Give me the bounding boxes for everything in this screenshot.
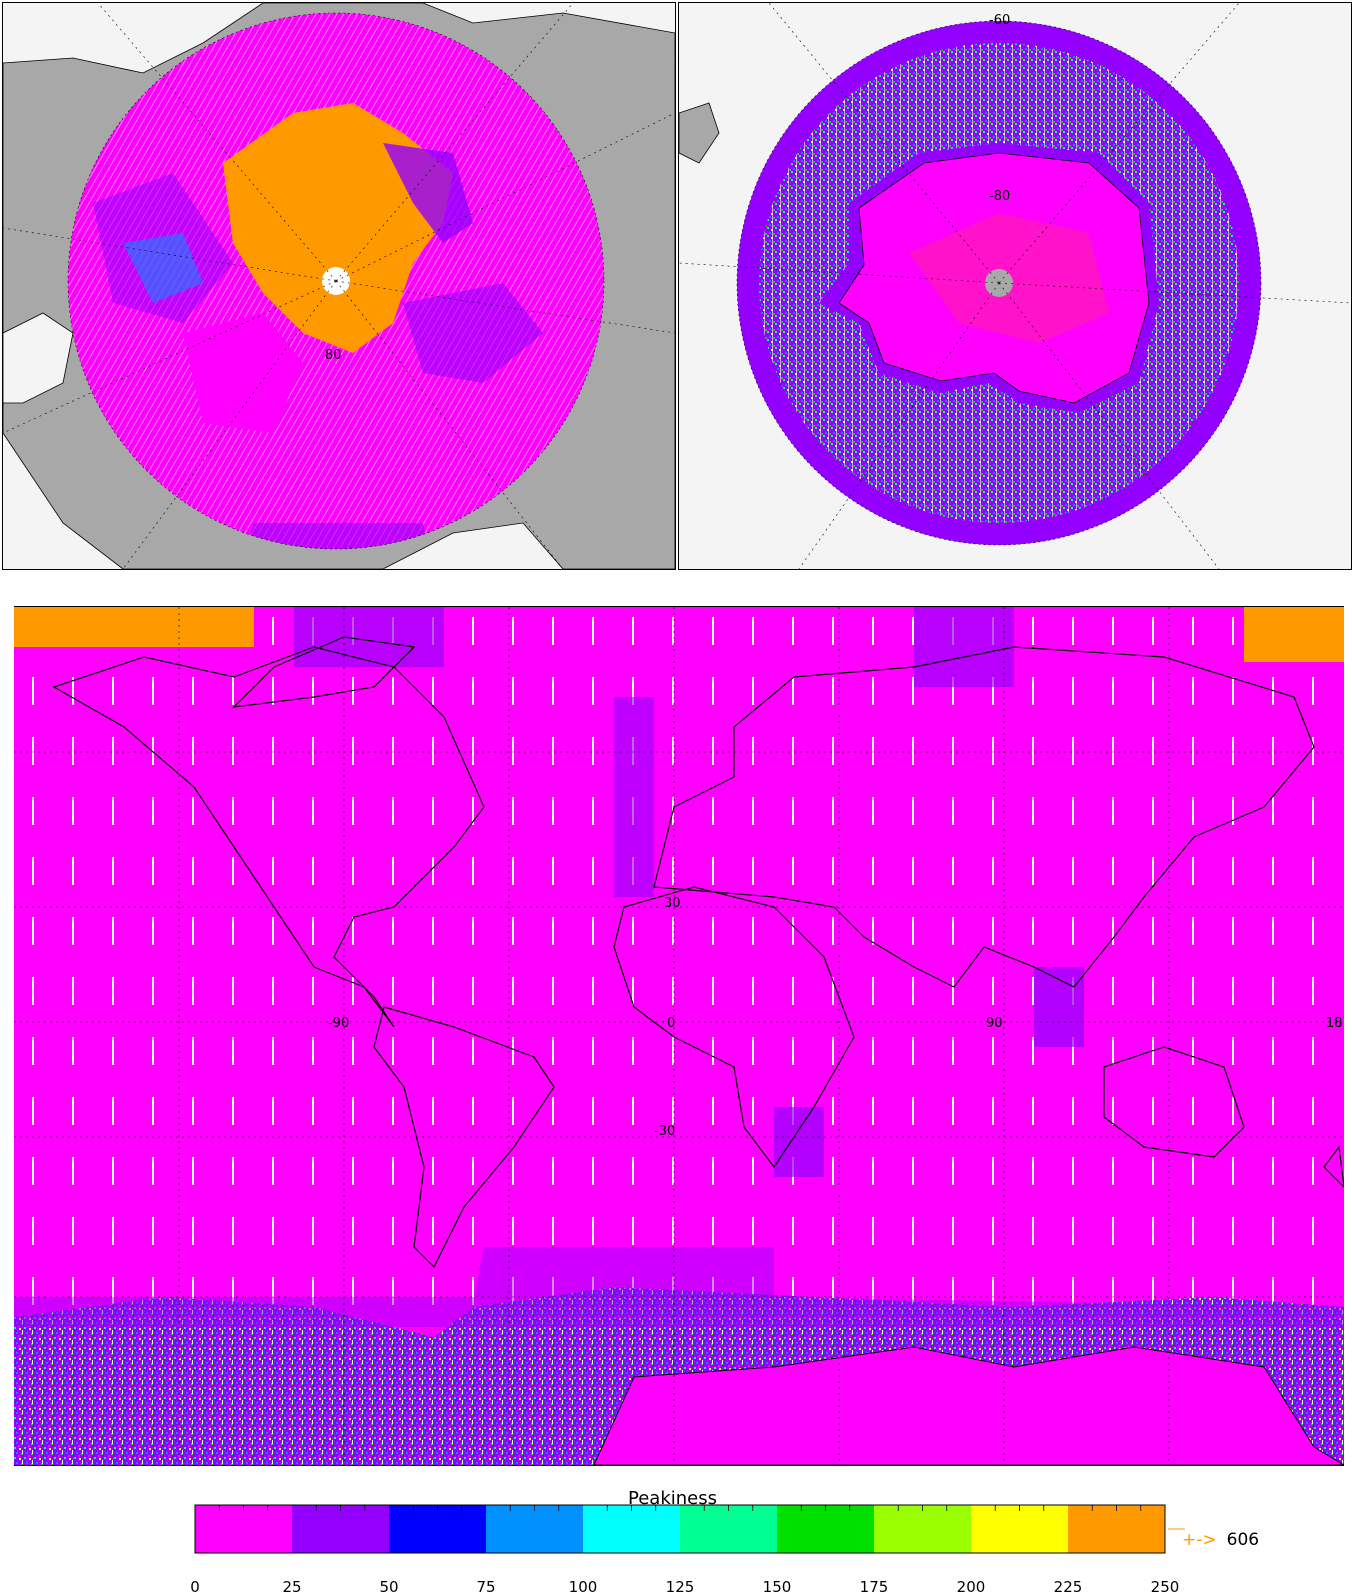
colorbar-tick-label: 200 xyxy=(956,1578,986,1596)
colorbar-swatch xyxy=(680,1505,778,1553)
colorbar-swatch xyxy=(971,1505,1069,1553)
lat-label-minus30: -30 xyxy=(654,1124,675,1139)
colorbar-tick-label: 250 xyxy=(1150,1578,1180,1596)
arctic-sea-ice-east xyxy=(1244,607,1344,662)
lon-label-90: 90 xyxy=(986,1016,1003,1031)
colorbar-tick-label: 0 xyxy=(190,1578,200,1596)
colorbar-swatch xyxy=(1068,1505,1166,1553)
colorbar-tick-label: 225 xyxy=(1053,1578,1083,1596)
colorbar-swatch xyxy=(777,1505,875,1553)
colorbar-overflow: +-> 606 xyxy=(1182,1530,1259,1550)
lat-label-minus80: -80 xyxy=(989,189,1010,204)
lat-label-minus60: -60 xyxy=(989,13,1010,28)
colorbar-swatch xyxy=(389,1505,487,1553)
lon-label-0: 0 xyxy=(667,1016,675,1031)
global-map: -90 0 90 18 30 -30 xyxy=(14,606,1344,1466)
colorbar-swatch xyxy=(292,1505,390,1553)
overflow-value: 606 xyxy=(1226,1530,1260,1550)
colorbar-tick-label: 25 xyxy=(282,1578,302,1596)
colorbar-title: Peakiness xyxy=(628,1488,717,1509)
north-polar-map: 80 xyxy=(2,2,676,570)
lat-label-30: 30 xyxy=(664,896,681,911)
south-polar-map: -60 -80 xyxy=(678,2,1352,570)
colorbar-swatch xyxy=(583,1505,681,1553)
colorbar xyxy=(194,1504,1185,1554)
colorbar-tick-label: 75 xyxy=(476,1578,496,1596)
colorbar-swatch xyxy=(195,1505,293,1553)
colorbar-tick-label: 125 xyxy=(665,1578,695,1596)
colorbar-tick-label: 150 xyxy=(762,1578,792,1596)
lat-label-80: 80 xyxy=(325,348,342,363)
overflow-arrow: +-> xyxy=(1182,1530,1217,1550)
colorbar-tick-label: 50 xyxy=(379,1578,399,1596)
colorbar-tick-label: 175 xyxy=(859,1578,889,1596)
arctic-sea-ice-west xyxy=(14,607,254,647)
colorbar-swatch xyxy=(874,1505,972,1553)
colorbar-swatch xyxy=(486,1505,584,1553)
lon-label-180: 18 xyxy=(1326,1016,1343,1031)
colorbar-tick-label: 100 xyxy=(568,1578,598,1596)
antarctica xyxy=(593,1346,1344,1465)
lon-label-minus90: -90 xyxy=(328,1016,349,1031)
